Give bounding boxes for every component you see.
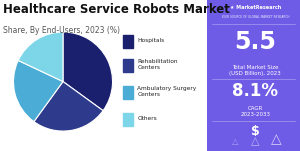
Text: 8.1%: 8.1%	[232, 82, 278, 100]
Wedge shape	[34, 82, 103, 131]
Text: 5.5: 5.5	[234, 30, 276, 54]
Text: Others: Others	[137, 116, 157, 121]
Text: △: △	[271, 132, 281, 146]
Text: YOUR SOURCE OF GLOBAL MARKET RESEARCH: YOUR SOURCE OF GLOBAL MARKET RESEARCH	[221, 15, 290, 19]
Text: △: △	[232, 137, 238, 146]
Text: Hospitals: Hospitals	[137, 38, 164, 43]
Text: Share, By End-Users, 2023 (%): Share, By End-Users, 2023 (%)	[3, 26, 120, 35]
Text: ★ MarketResearch: ★ MarketResearch	[230, 5, 281, 10]
Text: △: △	[251, 137, 260, 146]
Text: $: $	[251, 125, 260, 138]
Wedge shape	[63, 32, 112, 111]
Wedge shape	[14, 60, 63, 122]
Bar	[123, 86, 133, 99]
Bar	[123, 59, 133, 72]
Text: Rehabilitation
Centers: Rehabilitation Centers	[137, 59, 178, 70]
Text: Healthcare Service Robots Market: Healthcare Service Robots Market	[3, 3, 230, 16]
Wedge shape	[18, 32, 63, 82]
Bar	[123, 35, 133, 48]
Text: CAGR
2023-2033: CAGR 2023-2033	[240, 106, 270, 117]
Text: Ambulatory Surgery
Centers: Ambulatory Surgery Centers	[137, 86, 196, 97]
Bar	[123, 113, 133, 126]
Text: Total Market Size
(USD Billion), 2023: Total Market Size (USD Billion), 2023	[230, 65, 281, 76]
